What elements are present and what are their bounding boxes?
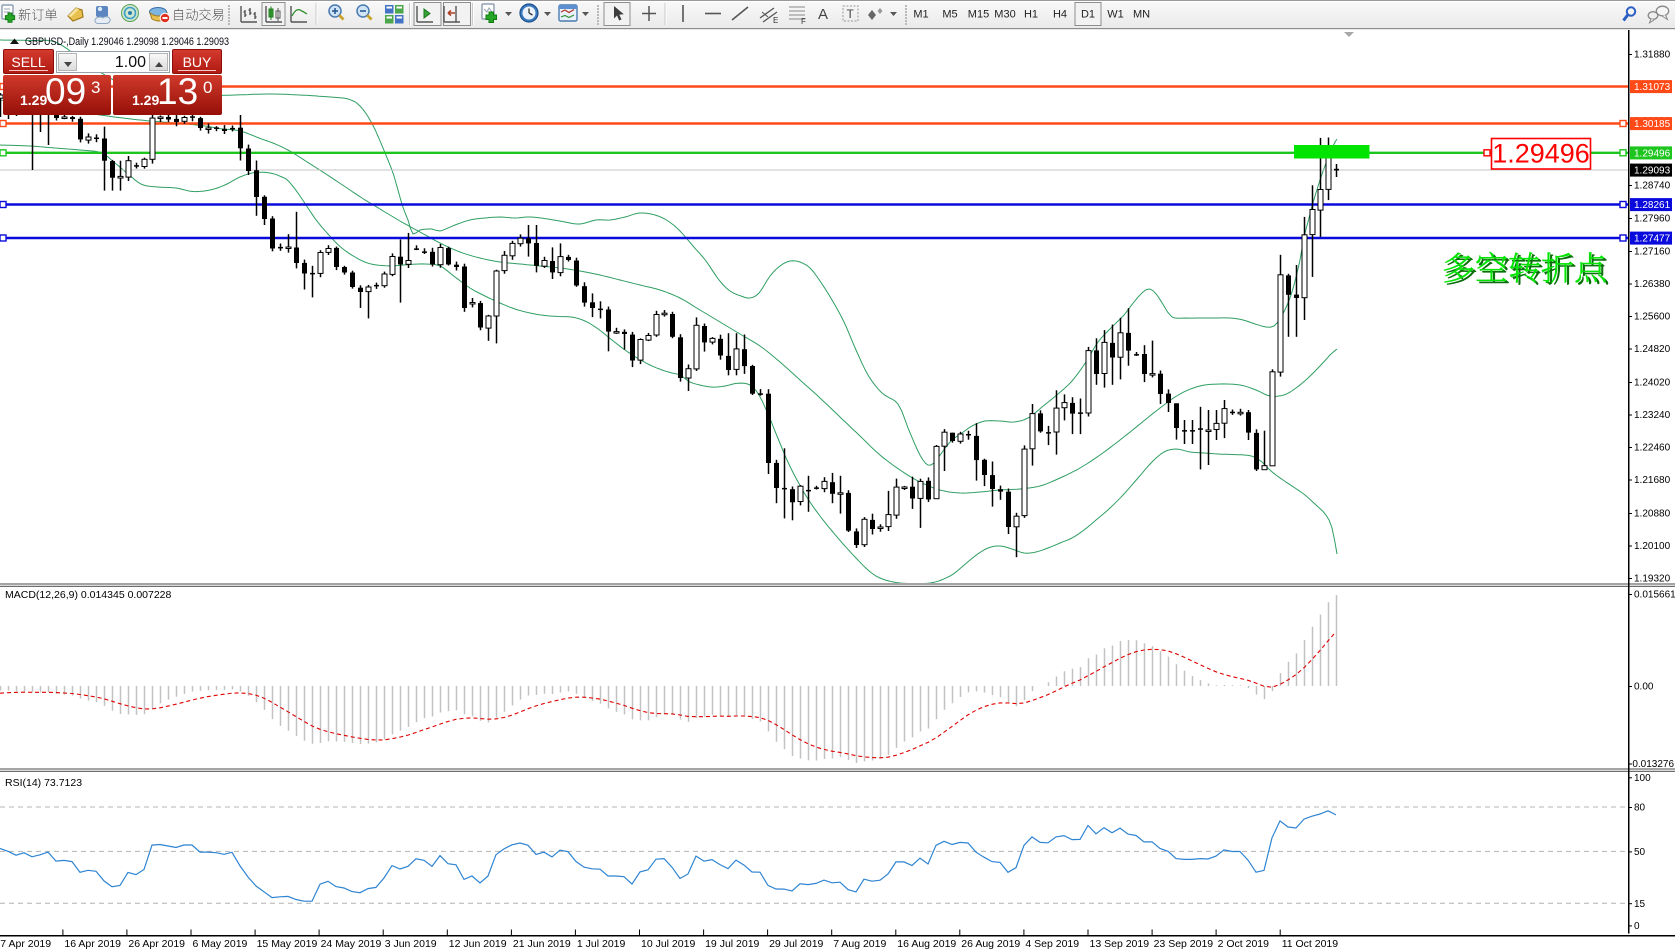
svg-text:1.31073: 1.31073 <box>1634 82 1671 93</box>
svg-text:15: 15 <box>1634 899 1646 910</box>
svg-text:7 Apr 2019: 7 Apr 2019 <box>0 938 51 950</box>
svg-text:1.24820: 1.24820 <box>1634 344 1671 355</box>
svg-text:1.25600: 1.25600 <box>1634 312 1671 323</box>
svg-text:M5: M5 <box>942 9 957 21</box>
svg-text:1.27960: 1.27960 <box>1634 214 1671 225</box>
svg-text:1.20880: 1.20880 <box>1634 509 1671 520</box>
svg-text:16 Apr 2019: 16 Apr 2019 <box>64 938 121 950</box>
svg-text:1.22460: 1.22460 <box>1634 443 1671 454</box>
svg-text:1.28740: 1.28740 <box>1634 181 1671 192</box>
svg-text:1.29496: 1.29496 <box>1492 139 1590 169</box>
svg-text:H4: H4 <box>1053 9 1067 21</box>
svg-text:M15: M15 <box>968 9 989 21</box>
svg-text:1.30185: 1.30185 <box>1634 119 1671 130</box>
svg-text:A: A <box>818 6 828 23</box>
svg-text:F: F <box>801 17 806 26</box>
svg-text:M1: M1 <box>913 9 928 21</box>
svg-text:23 Sep 2019: 23 Sep 2019 <box>1154 938 1214 950</box>
svg-text:D1: D1 <box>1081 9 1095 21</box>
svg-text:1.29496: 1.29496 <box>1634 148 1671 159</box>
svg-text:19 Jul 2019: 19 Jul 2019 <box>705 938 759 950</box>
svg-text:100: 100 <box>1634 773 1651 784</box>
svg-text:MACD(12,26,9) 0.014345 0.00722: MACD(12,26,9) 0.014345 0.007228 <box>5 589 172 601</box>
svg-text:M30: M30 <box>994 9 1015 21</box>
svg-text:26 Apr 2019: 26 Apr 2019 <box>128 938 185 950</box>
svg-text:10 Jul 2019: 10 Jul 2019 <box>641 938 695 950</box>
svg-text:1.21680: 1.21680 <box>1634 475 1671 486</box>
svg-text:13 Sep 2019: 13 Sep 2019 <box>1090 938 1150 950</box>
svg-text:E: E <box>773 16 778 25</box>
svg-text:1 Jul 2019: 1 Jul 2019 <box>577 938 626 950</box>
svg-text:1.19320: 1.19320 <box>1634 574 1671 585</box>
svg-text:12 Jun 2019: 12 Jun 2019 <box>449 938 507 950</box>
svg-text:GBPUSD-,Daily 1.29046 1.29098: GBPUSD-,Daily 1.29046 1.29098 1.29046 1.… <box>25 36 229 48</box>
svg-text:7 Aug 2019: 7 Aug 2019 <box>833 938 886 950</box>
svg-text:26 Aug 2019: 26 Aug 2019 <box>961 938 1020 950</box>
svg-text:MN: MN <box>1133 9 1150 21</box>
svg-text:80: 80 <box>1634 803 1646 814</box>
svg-text:1.26380: 1.26380 <box>1634 279 1671 290</box>
svg-text:RSI(14) 73.7123: RSI(14) 73.7123 <box>5 777 82 789</box>
svg-text:3 Jun 2019: 3 Jun 2019 <box>385 938 437 950</box>
svg-text:15 May 2019: 15 May 2019 <box>257 938 318 950</box>
svg-text:0.00: 0.00 <box>1634 682 1654 693</box>
svg-text:1.27477: 1.27477 <box>1634 234 1671 245</box>
svg-text:0.015661: 0.015661 <box>1634 590 1675 601</box>
svg-text:1.31880: 1.31880 <box>1634 50 1671 61</box>
svg-text:1.20100: 1.20100 <box>1634 541 1671 552</box>
svg-text:1.29093: 1.29093 <box>1634 166 1671 177</box>
svg-text:50: 50 <box>1634 847 1646 858</box>
svg-text:1.24020: 1.24020 <box>1634 378 1671 389</box>
svg-text:-0.013276: -0.013276 <box>1629 759 1674 770</box>
svg-text:0: 0 <box>1634 921 1640 932</box>
svg-text:1.28261: 1.28261 <box>1634 200 1671 211</box>
svg-text:T: T <box>847 7 855 21</box>
svg-text:1.27160: 1.27160 <box>1634 247 1671 258</box>
svg-text:6 May 2019: 6 May 2019 <box>193 938 248 950</box>
svg-text:16 Aug 2019: 16 Aug 2019 <box>897 938 956 950</box>
svg-text:11 Oct 2019: 11 Oct 2019 <box>1282 938 1339 950</box>
svg-text:21 Jun 2019: 21 Jun 2019 <box>513 938 571 950</box>
svg-text:4 Sep 2019: 4 Sep 2019 <box>1025 938 1079 950</box>
svg-text:W1: W1 <box>1107 9 1124 21</box>
svg-text:1.23240: 1.23240 <box>1634 410 1671 421</box>
svg-text:24 May 2019: 24 May 2019 <box>321 938 382 950</box>
svg-text:H1: H1 <box>1024 9 1038 21</box>
svg-text:29 Jul 2019: 29 Jul 2019 <box>769 938 823 950</box>
svg-text:2 Oct 2019: 2 Oct 2019 <box>1218 938 1270 950</box>
